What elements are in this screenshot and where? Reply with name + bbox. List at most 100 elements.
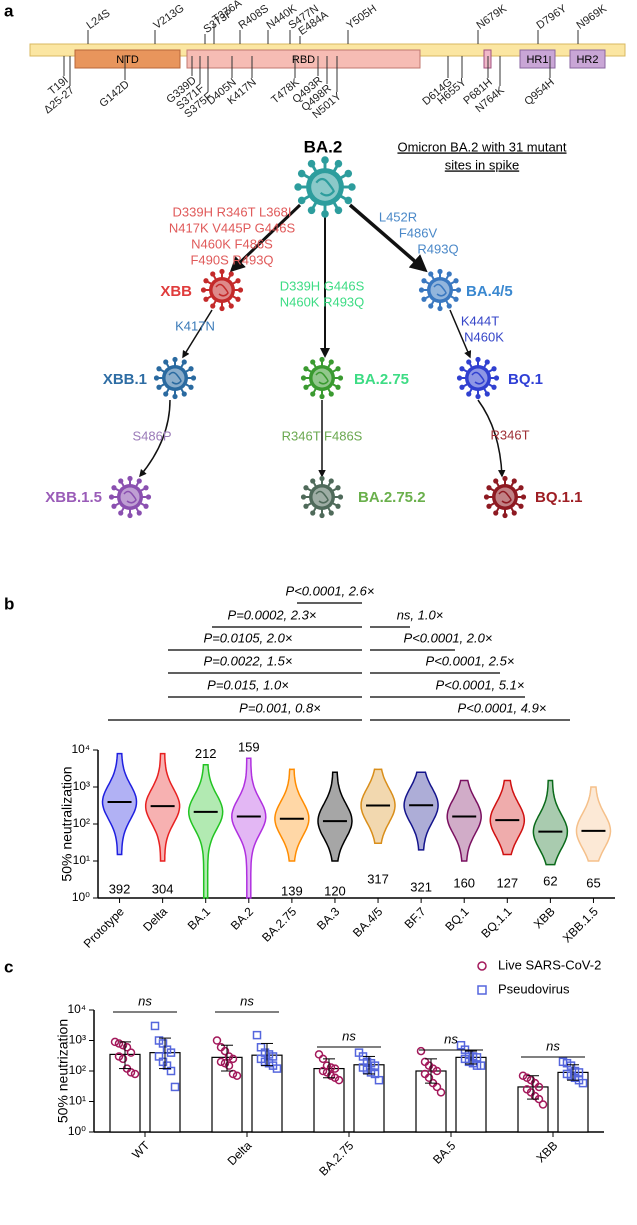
arrow [139, 399, 171, 478]
root-note: sites in spike [445, 157, 519, 172]
root-virus [293, 155, 357, 219]
x-tick-label: BA.2.75 [316, 1138, 356, 1178]
data-point [114, 1039, 124, 1048]
edge-mutations: L452R [379, 209, 417, 224]
arrow [229, 203, 302, 273]
domain [186, 49, 421, 69]
edge-mutations: D339H G446S [280, 278, 365, 293]
domain [569, 49, 606, 69]
comparison-label: P=0.0002, 2.3× [228, 607, 317, 622]
violin [144, 752, 181, 862]
mutation-label: Q954H [522, 76, 556, 108]
comparison-label: ns, 1.0× [397, 607, 444, 622]
comparison-label: P<0.0001, 2.5× [426, 653, 515, 668]
edge-mutations: R493Q [417, 241, 458, 256]
value-label: 159 [238, 740, 260, 755]
data-point [314, 1050, 324, 1059]
y-tick-label: 10² [69, 1063, 86, 1077]
comparison-label: P<0.0001, 2.6× [286, 583, 375, 598]
x-tick-label: BQ.1.1 [478, 904, 515, 941]
arrow [182, 309, 213, 359]
x-tick-label: WT [129, 1138, 153, 1162]
x-tick-label: Prototype [81, 904, 127, 950]
lineage-label: BQ.1.1 [535, 489, 583, 506]
comparison-label: P=0.001, 0.8× [239, 700, 321, 715]
edge-mutations: F490S R493Q [190, 252, 273, 267]
lineage-virus [300, 356, 344, 400]
mutation-label: G142D [97, 78, 131, 110]
violin [187, 763, 224, 899]
mutation-label: N969K [575, 2, 610, 32]
data-point [424, 1073, 434, 1083]
y-tick-label: 10¹ [73, 853, 90, 867]
data-point [224, 1061, 234, 1070]
violin [575, 786, 612, 862]
data-point [110, 1037, 120, 1047]
lineage-virus [108, 475, 152, 519]
edge-mutations: R346T [490, 427, 529, 442]
x-tick-label: BQ.1 [442, 904, 471, 933]
lineage-virus [483, 475, 527, 519]
legend-marker [477, 985, 487, 995]
value-label: 321 [410, 879, 432, 894]
x-tick-label: BA.5 [430, 1138, 459, 1167]
value-label: 65 [586, 875, 600, 890]
y-axis-title: 50% neutrization [55, 1019, 71, 1123]
value-label: 212 [195, 746, 217, 761]
data-point [118, 1054, 128, 1064]
lineage-virus [153, 356, 197, 400]
y-tick-label: 10⁴ [67, 1002, 86, 1016]
arrow [477, 399, 506, 478]
data-point [318, 1066, 328, 1076]
violin [101, 752, 138, 856]
y-tick-label: 10³ [73, 779, 90, 793]
y-tick-label: 10⁰ [72, 890, 90, 904]
lineage-virus [300, 475, 344, 519]
data-point [130, 1069, 140, 1079]
edge-mutations: N460K [464, 329, 504, 344]
data-point [476, 1061, 486, 1070]
value-label: 62 [543, 873, 557, 888]
lineage-label: BA.2.75.2 [358, 489, 426, 506]
domain-label: HR1 [526, 54, 548, 66]
x-tick-label: XBB.1.5 [560, 904, 601, 945]
violin [489, 779, 526, 856]
violin [231, 757, 267, 899]
comparison-label: P<0.0001, 4.9× [458, 700, 547, 715]
value-label: 127 [496, 875, 518, 890]
lineage-label: BA.2.75 [354, 371, 409, 388]
comparison-label: P<0.0001, 2.0× [404, 630, 493, 645]
data-point [272, 1064, 282, 1073]
edge-mutations: N417K V445P G446S [169, 220, 296, 235]
data-point [170, 1082, 180, 1092]
y-tick-label: 10⁰ [68, 1124, 86, 1138]
value-label: 120 [324, 883, 346, 898]
edge-mutations: N460K R493Q [280, 294, 365, 309]
data-point [166, 1048, 176, 1057]
x-tick-label: BA.2 [228, 904, 257, 933]
data-point [432, 1066, 442, 1076]
data-point [578, 1078, 588, 1088]
data-point [538, 1100, 548, 1109]
ns-label: ns [444, 1031, 458, 1046]
domain-label: RBD [292, 54, 315, 66]
x-tick-label: BA.2.75 [259, 904, 299, 944]
panel-label: a [4, 1, 14, 20]
data-point [150, 1021, 160, 1031]
data-point [232, 1071, 242, 1080]
domain [74, 49, 181, 69]
bar [353, 1064, 385, 1133]
edge-mutations: D339H R346T L368I [172, 204, 291, 219]
lineage-virus [200, 268, 244, 312]
comparison-label: P=0.015, 1.0× [207, 677, 289, 692]
y-axis-title: 50% neutralization [59, 766, 75, 881]
panel-label: b [4, 594, 14, 613]
lineage-virus [418, 268, 462, 312]
arrow [449, 309, 472, 359]
legend-label: Pseudovirus [498, 981, 570, 996]
edge-mutations: K417N [175, 318, 215, 333]
violin [403, 771, 439, 851]
mutation-label: N679K [475, 2, 510, 32]
